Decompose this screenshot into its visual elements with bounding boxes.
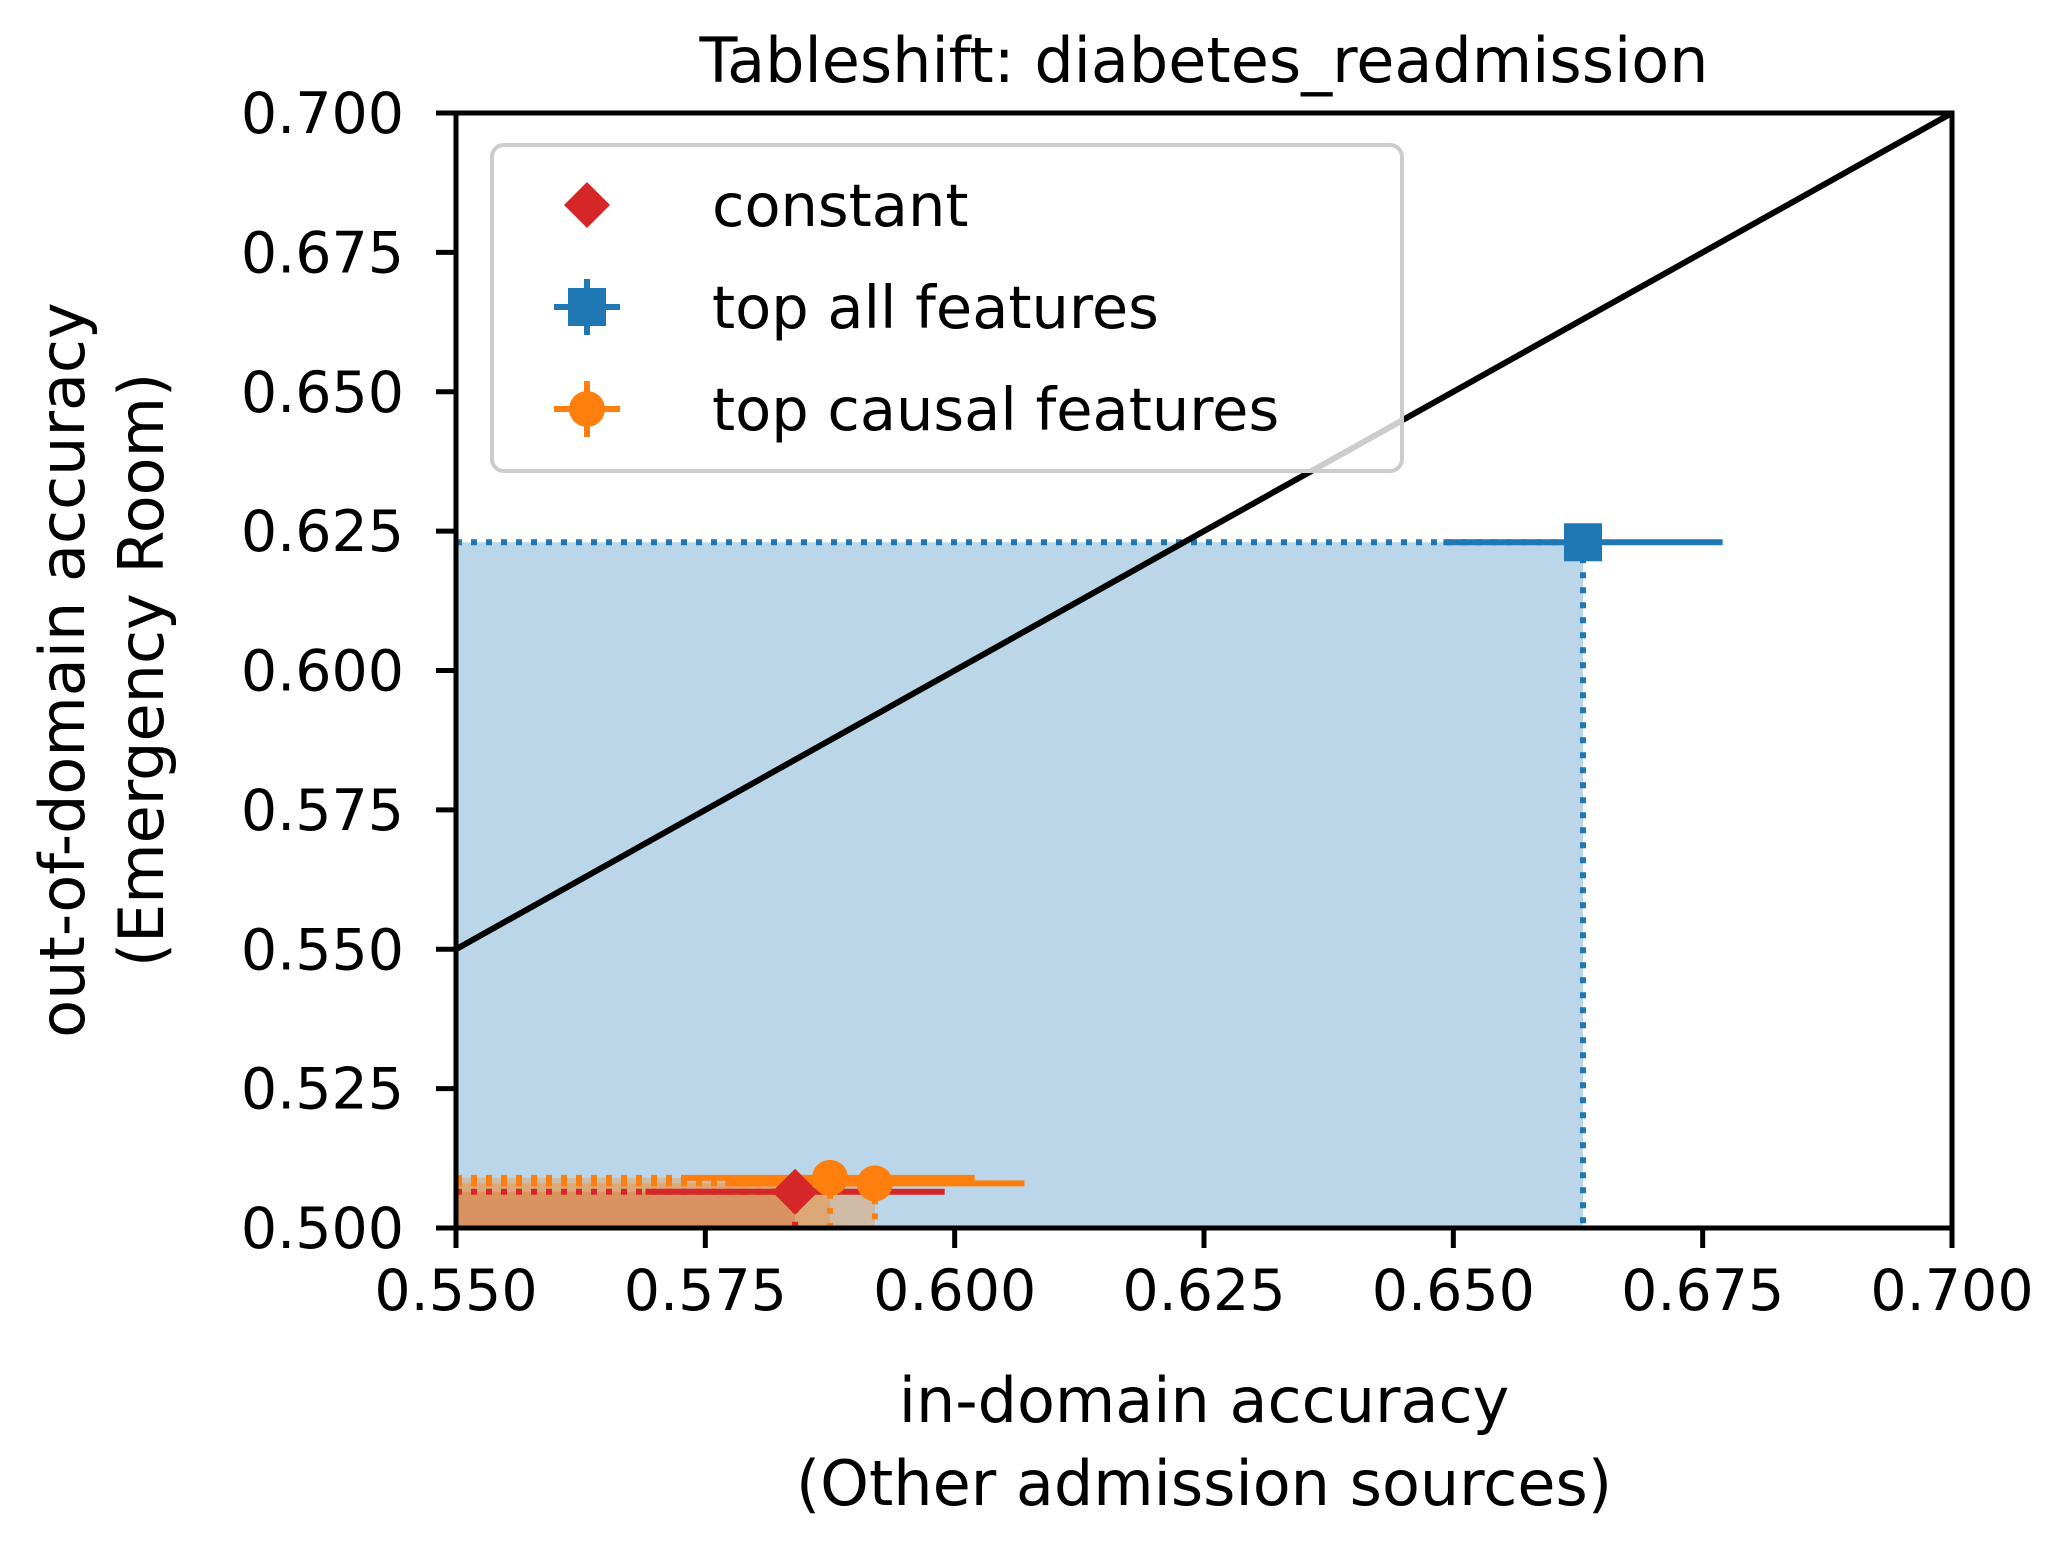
y-axis-ticks: 0.500 0.525 0.550 0.575 0.600 0.625 0.650 0.675… xyxy=(241,81,456,1262)
y-tick-label-4: 0.600 xyxy=(241,639,404,705)
y-tick-label-1: 0.525 xyxy=(241,1057,404,1123)
x-tick-label-5: 0.675 xyxy=(1621,1258,1784,1324)
x-tick-label-6: 0.700 xyxy=(1870,1258,2033,1324)
legend-marker-0 xyxy=(564,182,610,228)
y-tick-label-7: 0.675 xyxy=(241,220,404,286)
x-tick-label-1: 0.575 xyxy=(624,1258,787,1324)
legend-marker-2 xyxy=(569,391,605,427)
y-tick-label-0: 0.500 xyxy=(241,1196,404,1262)
legend: constant top all features top causal featu… xyxy=(490,143,1404,473)
x-axis-label-line-1: in-domain accuracy xyxy=(899,1364,1510,1437)
data-point-1-0 xyxy=(1563,523,1602,562)
y-tick-label-3: 0.575 xyxy=(241,778,404,844)
data-point-0-0 xyxy=(772,1168,819,1215)
diagonal-layer xyxy=(454,110,1954,952)
marker-layer xyxy=(772,523,1602,1215)
x-axis-label-line-2: (Other admission sources) xyxy=(796,1447,1612,1520)
x-tick-label-3: 0.625 xyxy=(1122,1258,1285,1324)
x-tick-label-0: 0.550 xyxy=(374,1258,537,1324)
legend-box xyxy=(490,143,1404,473)
x-tick-label-2: 0.600 xyxy=(873,1258,1036,1324)
dominated-region-0-0 xyxy=(456,1191,796,1228)
legend-label-0: constant xyxy=(712,171,968,240)
dominated-region-1-0 xyxy=(456,542,1583,1228)
legend-marker-1 xyxy=(568,288,606,326)
y-axis-label-line-1: out-of-domain accuracy xyxy=(26,302,99,1037)
y-tick-label-5: 0.625 xyxy=(241,499,404,565)
diagonal-line xyxy=(454,110,1954,952)
x-axis-ticks: 0.550 0.575 0.600 0.625 0.650 0.675 0.700 xyxy=(374,1228,2034,1324)
region-layer xyxy=(456,542,1583,1228)
legend-label-1: top all features xyxy=(712,273,1159,342)
y-tick-label-8: 0.700 xyxy=(241,81,404,147)
data-point-2-0 xyxy=(812,1159,848,1196)
y-tick-label-2: 0.550 xyxy=(241,917,404,983)
data-point-2-1 xyxy=(856,1165,893,1202)
y-axis-label-line-2: (Emergency Room) xyxy=(105,373,178,967)
legend-items: constant top all features top causal featu… xyxy=(554,171,1279,444)
chart-title: Tableshift: diabetes_readmission xyxy=(699,24,1709,97)
y-tick-label-6: 0.650 xyxy=(241,360,404,426)
x-tick-label-4: 0.650 xyxy=(1372,1258,1535,1324)
legend-label-2: top causal features xyxy=(712,375,1279,444)
